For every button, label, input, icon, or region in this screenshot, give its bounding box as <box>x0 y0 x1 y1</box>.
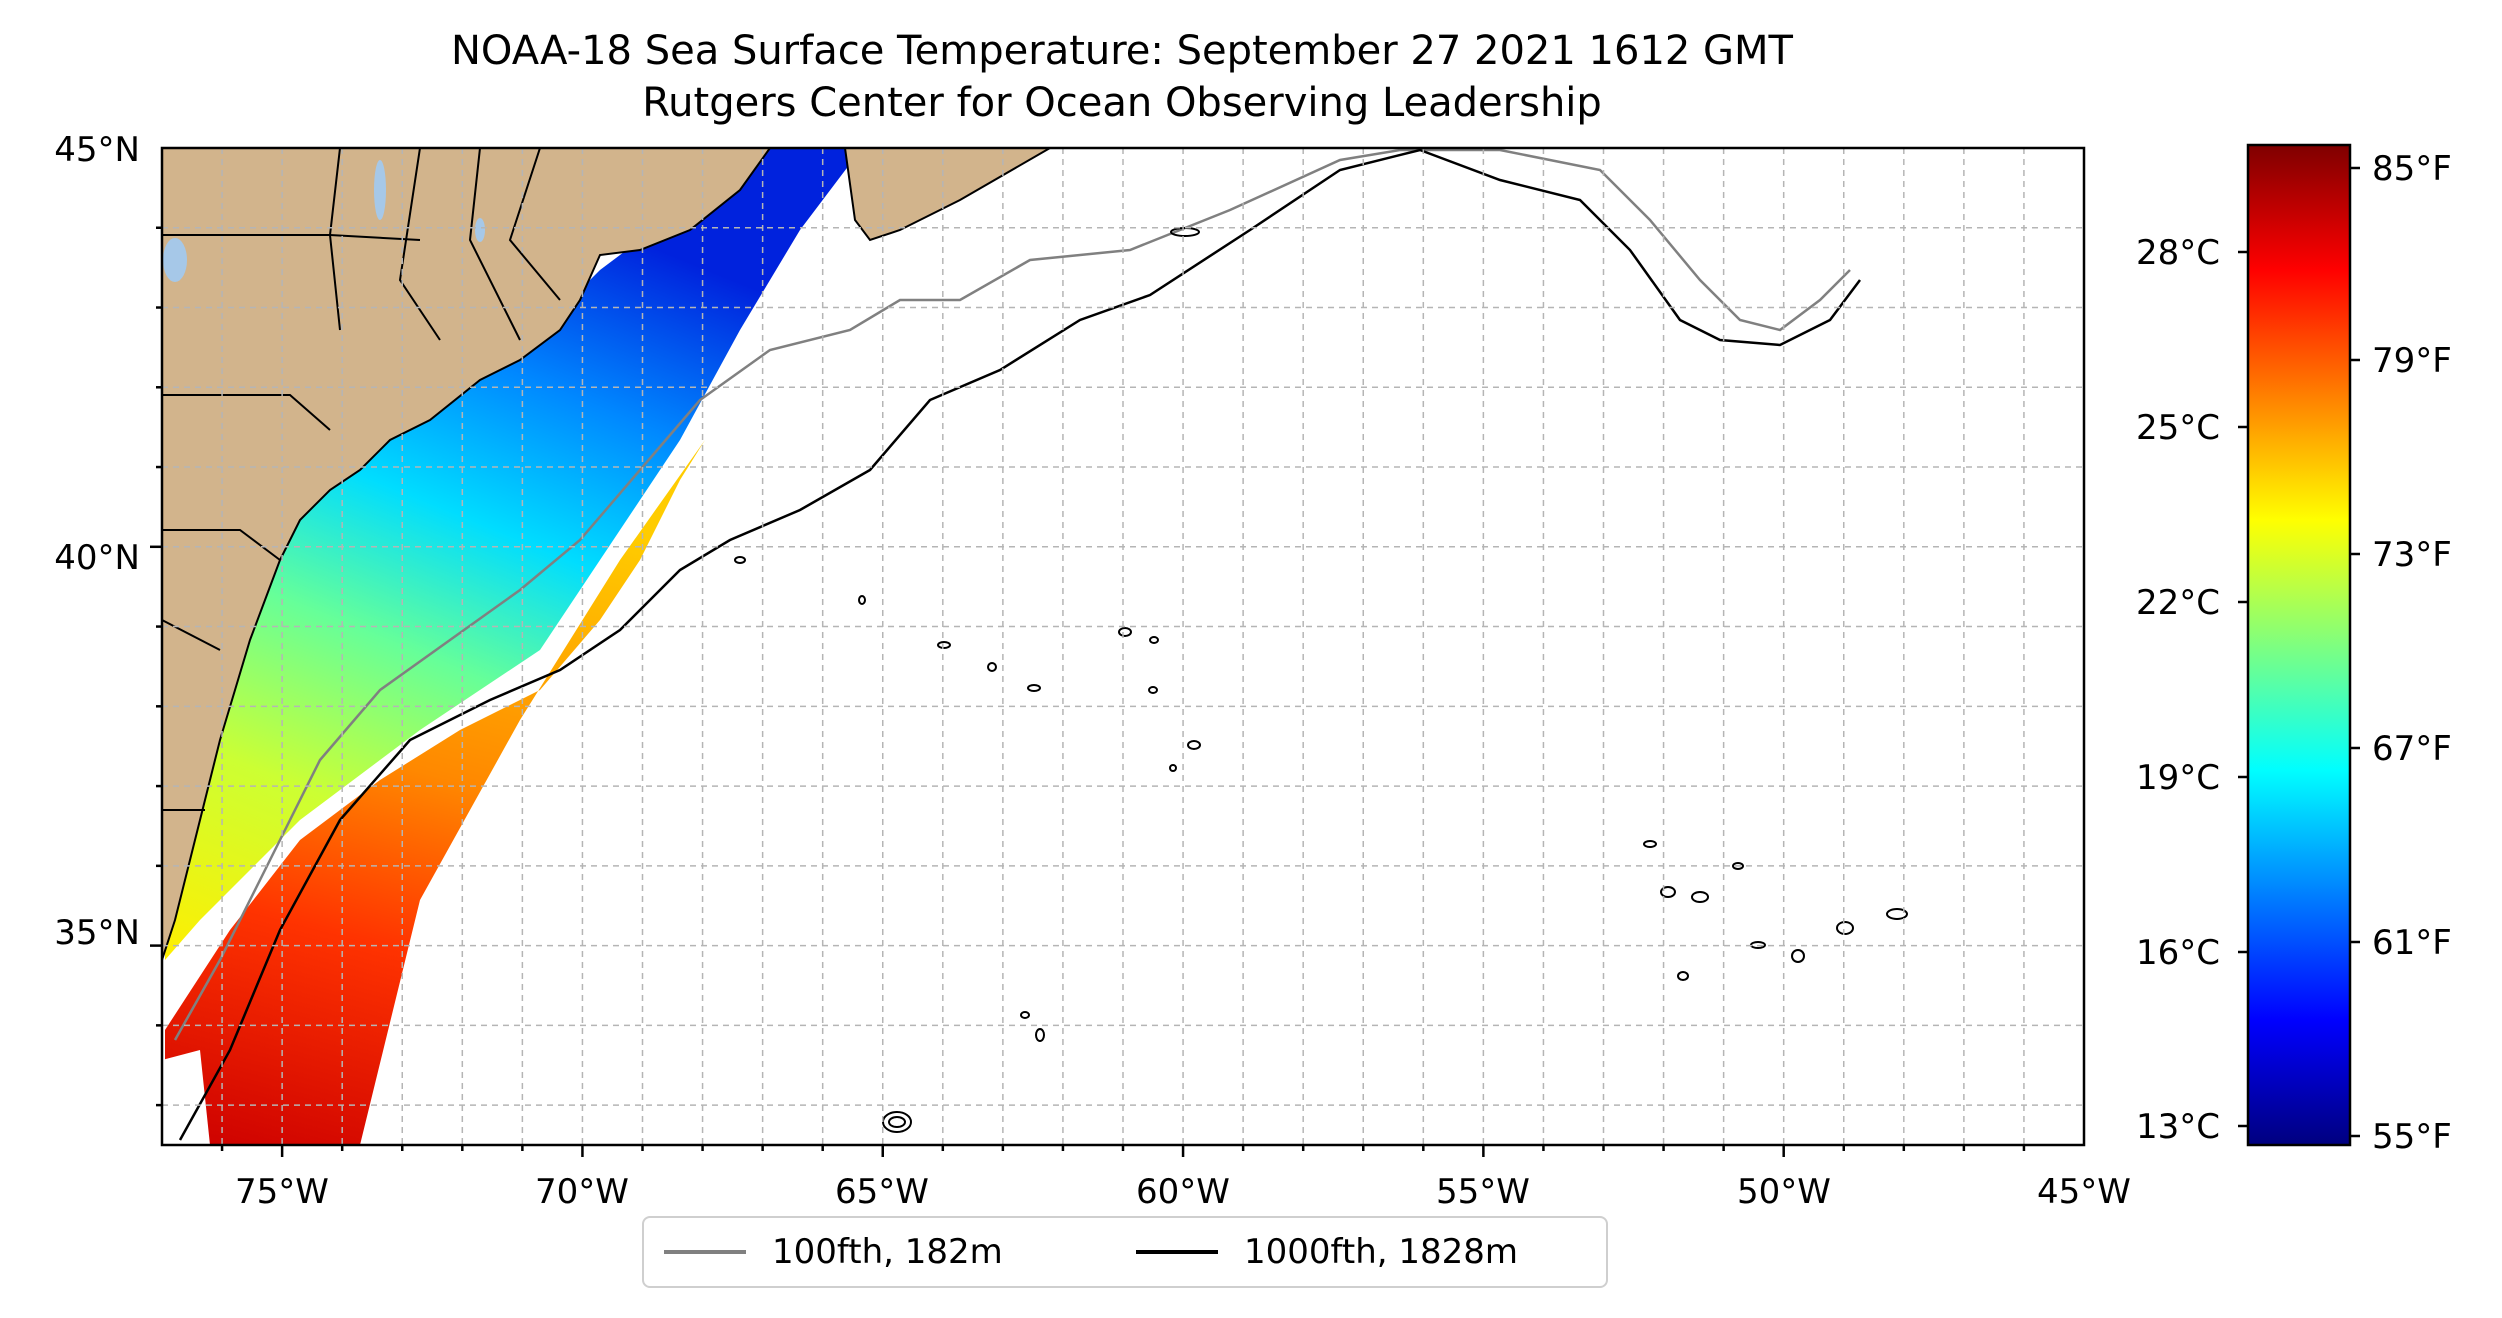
colorbar-celsius-label: 16°C <box>2136 933 2220 973</box>
lat-tick-label: 45°N <box>54 130 140 170</box>
cloud-gap <box>162 1050 210 1145</box>
legend-label: 1000fth, 1828m <box>1244 1232 1519 1272</box>
lon-tick-label: 45°W <box>2037 1172 2131 1212</box>
colorbar-celsius-label: 28°C <box>2136 233 2220 273</box>
legend-swatch-gray <box>664 1250 746 1254</box>
colorbar <box>2246 143 2352 1147</box>
colorbar-fahrenheit-label: 55°F <box>2372 1117 2452 1157</box>
chart-title: NOAA-18 Sea Surface Temperature: Septemb… <box>451 28 1793 74</box>
legend-label: 100fth, 182m <box>772 1232 1003 1272</box>
sst-swath-cool <box>165 148 862 960</box>
lon-tick-label: 65°W <box>835 1172 929 1212</box>
colorbar-fahrenheit-label: 85°F <box>2372 149 2452 189</box>
isobath-100fth <box>173 148 1851 1041</box>
lat-tick-label: 35°N <box>54 913 140 953</box>
land-nova-scotia <box>843 148 1052 242</box>
lon-tick-label: 75°W <box>235 1172 329 1212</box>
lon-tick-label: 70°W <box>535 1172 629 1212</box>
colorbar-celsius-label: 22°C <box>2136 583 2220 623</box>
colorbar-ticks <box>2238 166 2360 1138</box>
legend-swatch-black <box>1136 1250 1218 1254</box>
colorbar-fahrenheit-label: 61°F <box>2372 923 2452 963</box>
colorbar-fahrenheit-label: 79°F <box>2372 341 2452 381</box>
colorbar-fahrenheit-label: 67°F <box>2372 729 2452 769</box>
legend-item-1000fth: 1000fth, 1828m <box>1136 1232 1518 1272</box>
land-north-america <box>162 148 772 961</box>
seamounts <box>734 227 1908 1133</box>
inland-lakes <box>163 160 485 282</box>
colorbar-fahrenheit-label: 73°F <box>2372 535 2452 575</box>
lon-tick-label: 50°W <box>1737 1172 1831 1212</box>
legend: 100fth, 182m 1000fth, 1828m <box>642 1216 1608 1288</box>
lon-tick-label: 60°W <box>1136 1172 1230 1212</box>
axis-ticks <box>150 226 2026 1157</box>
lat-tick-label: 40°N <box>54 538 140 578</box>
colorbar-celsius-label: 19°C <box>2136 758 2220 798</box>
legend-item-100fth: 100fth, 182m <box>664 1232 1003 1272</box>
lon-tick-label: 55°W <box>1436 1172 1530 1212</box>
state-borders <box>162 148 561 811</box>
colorbar-celsius-label: 25°C <box>2136 408 2220 448</box>
chart-subtitle: Rutgers Center for Ocean Observing Leade… <box>642 80 1602 126</box>
colorbar-celsius-label: 13°C <box>2136 1107 2220 1147</box>
gridlines <box>162 148 2084 1145</box>
sst-swath-warm <box>165 440 705 1145</box>
